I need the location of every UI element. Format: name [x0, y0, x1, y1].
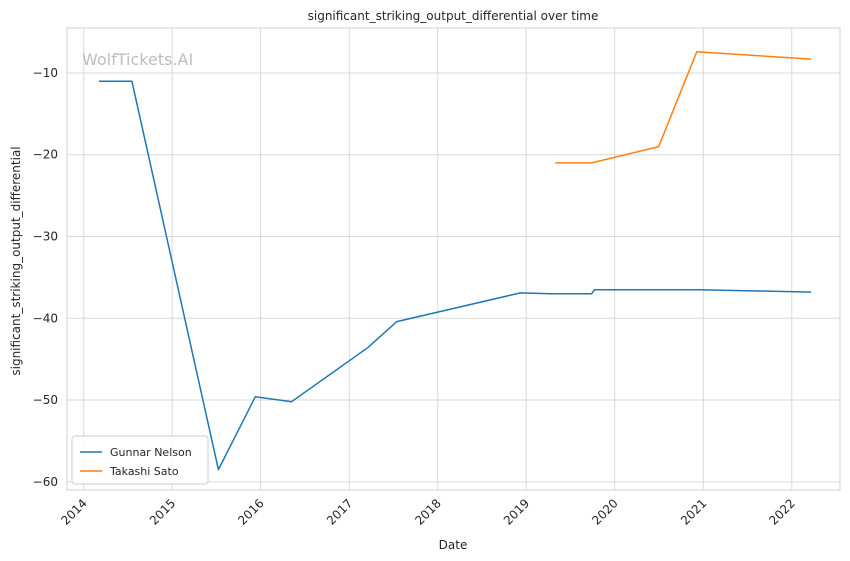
x-tick-label: 2019	[501, 496, 532, 527]
grid	[67, 28, 840, 490]
legend-box	[71, 435, 209, 485]
x-axis-label: Date	[439, 538, 468, 552]
x-tick-label: 2016	[235, 496, 266, 527]
series-line-gunnar-nelson	[98, 80, 812, 471]
watermark-text: WolfTickets.AI	[82, 50, 193, 69]
x-tick-label: 2022	[766, 496, 797, 527]
x-tick-label: 2021	[678, 496, 709, 527]
series-lines	[98, 50, 812, 471]
x-tick-label: 2014	[58, 496, 89, 527]
x-tick-labels: 2014 2015 2016 2017 2018 2019 2020 2021 2022	[58, 496, 798, 527]
y-tick-label: −50	[33, 393, 58, 407]
y-tick-labels: −60 −50 −40 −30 −20 −10	[33, 66, 58, 489]
x-tick-label: 2017	[324, 496, 355, 527]
plot-area-frame	[66, 27, 841, 491]
x-tick-label: 2020	[589, 496, 620, 527]
y-tick-label: −60	[33, 475, 58, 489]
y-tick-label: −20	[33, 148, 58, 162]
legend: Gunnar Nelson Takashi Sato	[71, 435, 209, 485]
chart-title: significant_striking_output_differential…	[308, 9, 599, 23]
x-tick-label: 2018	[412, 496, 443, 527]
y-axis-label: significant_striking_output_differential	[9, 146, 23, 375]
y-tick-label: −40	[33, 311, 58, 325]
series-line-takashi-sato	[555, 50, 812, 164]
y-tick-label: −10	[33, 66, 58, 80]
legend-label-takashi-sato: Takashi Sato	[109, 465, 179, 478]
x-tick-label: 2015	[147, 496, 178, 527]
legend-label-gunnar-nelson: Gunnar Nelson	[110, 446, 192, 459]
y-tick-label: −30	[33, 230, 58, 244]
